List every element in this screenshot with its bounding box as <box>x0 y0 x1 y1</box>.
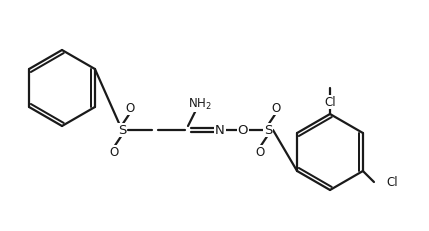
Text: O: O <box>109 146 119 158</box>
Text: O: O <box>125 101 135 115</box>
Text: N: N <box>215 124 225 137</box>
Text: NH$_2$: NH$_2$ <box>188 97 212 112</box>
Text: S: S <box>118 124 126 137</box>
Text: S: S <box>264 124 272 137</box>
Text: O: O <box>255 146 265 158</box>
Text: O: O <box>272 101 281 115</box>
Text: Cl: Cl <box>386 176 398 188</box>
Text: Cl: Cl <box>324 95 336 109</box>
Text: O: O <box>238 124 248 137</box>
